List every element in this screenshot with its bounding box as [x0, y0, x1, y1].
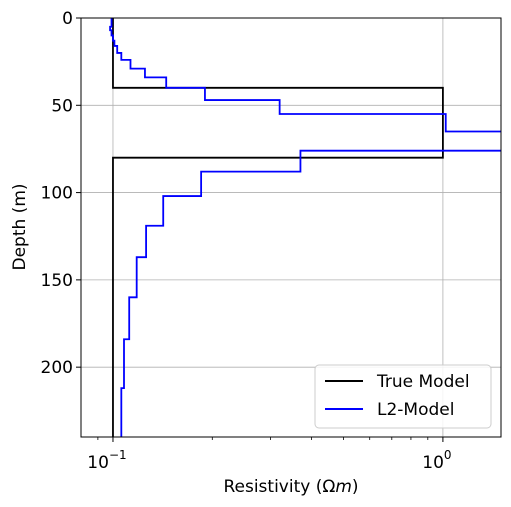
series-line-true-model	[112, 18, 444, 437]
series-lines	[109, 18, 501, 437]
x-axis-title-close: )	[352, 477, 359, 497]
plot-frame	[80, 17, 502, 438]
legend-label-l2-model: L2-Model	[377, 400, 454, 420]
x-axis-title-unit: m	[335, 477, 352, 497]
x-tick-label-exponent: 0	[444, 448, 452, 462]
x-tick-label-base: 10	[422, 453, 444, 473]
legend: True Model L2-Model	[314, 364, 492, 429]
x-tick-label-0.1: 10−1	[87, 448, 126, 473]
major-ticks	[76, 17, 444, 442]
y-tick-label-100: 100	[41, 184, 73, 204]
y-tick-label-0: 0	[62, 9, 73, 29]
legend-label-true-model: True Model	[376, 372, 470, 392]
y-tick-label-200: 200	[41, 358, 73, 378]
x-tick-label-exponent: −1	[109, 448, 127, 462]
y-tick-label-150: 150	[41, 271, 73, 291]
x-axis-title-main: Resistivity (	[223, 477, 322, 497]
y-axis-title: Depth (m)	[10, 183, 30, 270]
x-tick-label-base: 10	[87, 453, 109, 473]
x-tick-label-1: 100	[422, 448, 451, 473]
x-axis-title: Resistivity (Ωm)	[223, 477, 358, 497]
y-tick-label-50: 50	[51, 96, 73, 116]
x-axis-title-omega: Ω	[322, 477, 335, 497]
series-line-l2-model	[109, 18, 501, 437]
